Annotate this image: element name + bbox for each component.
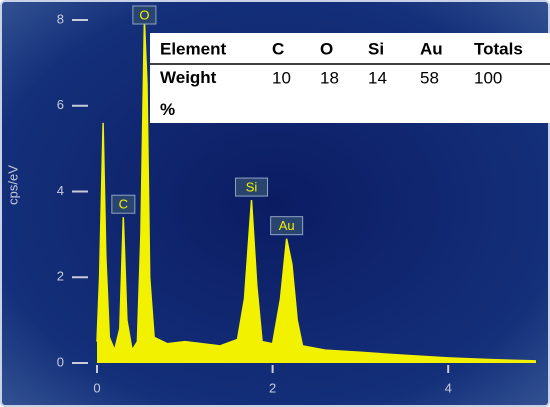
table-cell: 18 — [320, 68, 339, 87]
y-tick-label: 2 — [57, 269, 64, 284]
area-fill — [97, 20, 536, 363]
x-tick-label: 0 — [93, 380, 100, 395]
y-axis-label: cps/eV — [5, 165, 20, 205]
peak-label-box — [235, 177, 269, 197]
table-header-cell: Au — [420, 39, 443, 58]
spectrum-line — [96, 19, 537, 362]
table-box — [150, 33, 550, 123]
composition-table: Element C O Si Au Totals Weight % 10 18 14 58 100 — [150, 33, 550, 123]
y-tick-label: 8 — [57, 11, 64, 26]
peak-label: C — [119, 197, 128, 212]
peak-label: O — [139, 7, 149, 22]
table-header-cell: O — [320, 39, 333, 58]
peak-label-box — [270, 216, 304, 236]
peak-label: Au — [279, 218, 295, 233]
table-cell: 10 — [272, 68, 291, 87]
peak-label: Si — [246, 180, 258, 195]
table-row-label: Weight% — [160, 68, 217, 119]
peak-label-box — [132, 5, 157, 25]
table-cell: 58 — [420, 68, 439, 87]
table-header-cell: Totals — [474, 39, 523, 58]
table-cell: 14 — [368, 68, 387, 87]
x-tick-label: 2 — [269, 380, 276, 395]
peak-label-box — [111, 194, 136, 214]
y-tick-label: 6 — [57, 97, 64, 112]
table-header-cell: C — [272, 39, 284, 58]
x-tick-label: 4 — [445, 380, 452, 395]
y-tick-label: 4 — [57, 183, 64, 198]
table-header-cell: Element — [160, 39, 226, 58]
table-cell: 100 — [474, 68, 502, 87]
y-tick-label: 0 — [57, 354, 64, 369]
table-header-cell: Si — [368, 39, 384, 58]
